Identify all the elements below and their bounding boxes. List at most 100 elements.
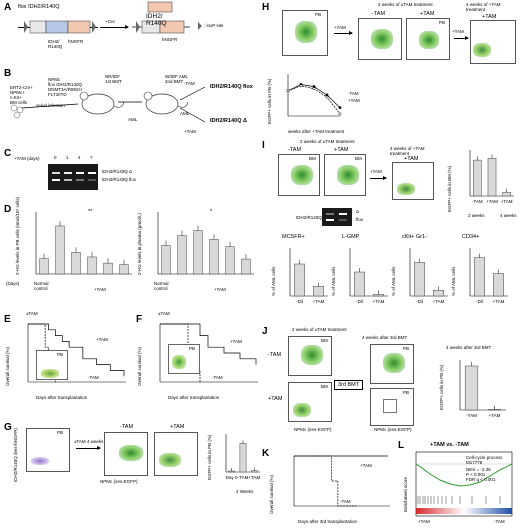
point-1-4: [338, 112, 342, 116]
chart-i-ckit: -Dil +TAM: [409, 248, 448, 304]
panel-label-g: G: [4, 422, 12, 433]
bar-0: [473, 159, 482, 197]
flow-plot-g-day0: PB: [26, 428, 70, 472]
chart-i-lgmp: -Dil +TAM: [349, 248, 388, 304]
tick-label-0: -Dil: [416, 299, 423, 304]
bar-0: [464, 365, 479, 411]
chart-g: Day 0 -TAM +TAM: [225, 434, 260, 480]
construct-diagram: [24, 1, 202, 34]
chart-i-cd34: -Dil +TAM: [469, 248, 508, 304]
flow-plot-j-plus: BM: [288, 382, 332, 422]
flow-inset-f: PB: [168, 344, 200, 374]
bar-1: [177, 235, 187, 275]
bar-0: [228, 470, 236, 473]
panel-label-e: E: [4, 314, 11, 325]
point-1-3: [325, 95, 329, 99]
bar-0: [414, 262, 425, 297]
panel-label-d: D: [4, 204, 12, 215]
bar-2: [71, 252, 81, 275]
loxp-legend: : loxP site: [204, 23, 224, 28]
flow-plot-j-minus: BM: [288, 336, 332, 376]
bar-5: [119, 264, 129, 275]
panel-label-b: B: [4, 68, 12, 79]
bar-1: [487, 409, 502, 411]
tick-label-1: +TAM: [313, 299, 325, 304]
bar-0: [294, 263, 305, 297]
panel-label-i: I: [262, 140, 265, 151]
point-1-1: [299, 84, 303, 88]
bmt-box: 3rd BMT: [334, 380, 364, 391]
bar-1: [373, 294, 384, 297]
flow-axis-x: NPMc (ires-EGFP): [100, 479, 138, 484]
bar-1: [55, 225, 65, 275]
chart-d-right: [157, 212, 254, 275]
bar-2: [502, 192, 511, 197]
flow-plot-i-plus: BM: [324, 154, 366, 196]
flow-axis-y: IDH2/R140Q (ires-hNGFR): [13, 427, 18, 482]
tick-label-1: +TAM: [489, 413, 501, 418]
tick-label-0: -Dil: [476, 299, 483, 304]
panel-label-a: A: [4, 2, 12, 13]
tick-label-0: Day 0: [226, 475, 238, 480]
panel-label-c: C: [4, 148, 12, 159]
cre-arrow: [100, 25, 129, 29]
bar-4: [103, 262, 113, 275]
tick-label-1: +TAM: [373, 299, 385, 304]
tick-label-2: +TAM: [501, 199, 513, 204]
bar-2: [193, 230, 203, 275]
flow-plot-j-3rd-plus: PB: [370, 388, 414, 426]
chart-k: [293, 455, 390, 507]
flow-plot-h-1: PB: [282, 10, 328, 56]
point-1-2: [312, 87, 316, 91]
tick-label-1: +TAM: [493, 299, 505, 304]
bar-0: [474, 257, 485, 297]
flow-plot-h-plus: PB: [406, 18, 450, 60]
gsea-plot: [415, 451, 513, 517]
point-1-0: [286, 89, 290, 93]
bar-0: [354, 271, 365, 297]
chart-h: [286, 74, 342, 117]
tick-label-0: -Dil: [356, 299, 363, 304]
construct-gene: IDH2/: [48, 39, 60, 44]
bar-5: [241, 258, 251, 275]
tick-label-0: -TAM: [466, 413, 477, 418]
panel-label-j: J: [262, 326, 268, 337]
tick-label-0: -TAM: [472, 199, 483, 204]
bar-1: [487, 158, 497, 197]
series-tam-line: [28, 323, 125, 377]
bar-2: [250, 470, 258, 473]
flow-plot-h-4w: [470, 20, 516, 64]
bar-1: [313, 286, 324, 297]
chart-i-mcsfr: -Dil +TAM: [289, 248, 328, 304]
tick-label-0: -Dil: [296, 299, 303, 304]
flow-plot-i-4w: [392, 162, 434, 200]
bar-3: [209, 239, 219, 275]
bar-4: [225, 246, 235, 275]
flow-plot-h-minus: [358, 18, 402, 60]
bar-0: [161, 245, 171, 275]
gel-image-i: [322, 208, 352, 226]
transplant-diagram: [10, 86, 206, 123]
bar-1: [239, 443, 247, 473]
bar-3: [87, 256, 97, 275]
bar-1: [493, 273, 504, 297]
series-tam-line: [294, 455, 357, 507]
panel-label-f: F: [136, 314, 143, 325]
panel-label-l: L: [398, 440, 405, 451]
chart-j: -TAM +TAM: [459, 360, 506, 418]
point-0-4: [338, 106, 342, 110]
panel-label-k: K: [262, 448, 270, 459]
panel-a-title: flox IDH2/R140Q: [18, 4, 60, 10]
tick-label-1: -TAM: [238, 475, 249, 480]
tick-label-2: +TAM: [248, 475, 260, 480]
chart-i-egfp: -TAM +TAM +TAM: [469, 150, 514, 204]
bar-1: [433, 289, 444, 297]
tick-label-1: +TAM: [433, 299, 445, 304]
tick-label-1: +TAM: [486, 199, 498, 204]
bar-0: [39, 258, 49, 275]
flow-plot-j-3rd-minus: PB: [370, 344, 414, 384]
flow-plot-i-minus: BM: [278, 154, 320, 196]
flow-plot-g-minus: [104, 432, 148, 476]
chart-d-left: [35, 212, 132, 275]
flow-inset-e: PB: [36, 350, 68, 380]
